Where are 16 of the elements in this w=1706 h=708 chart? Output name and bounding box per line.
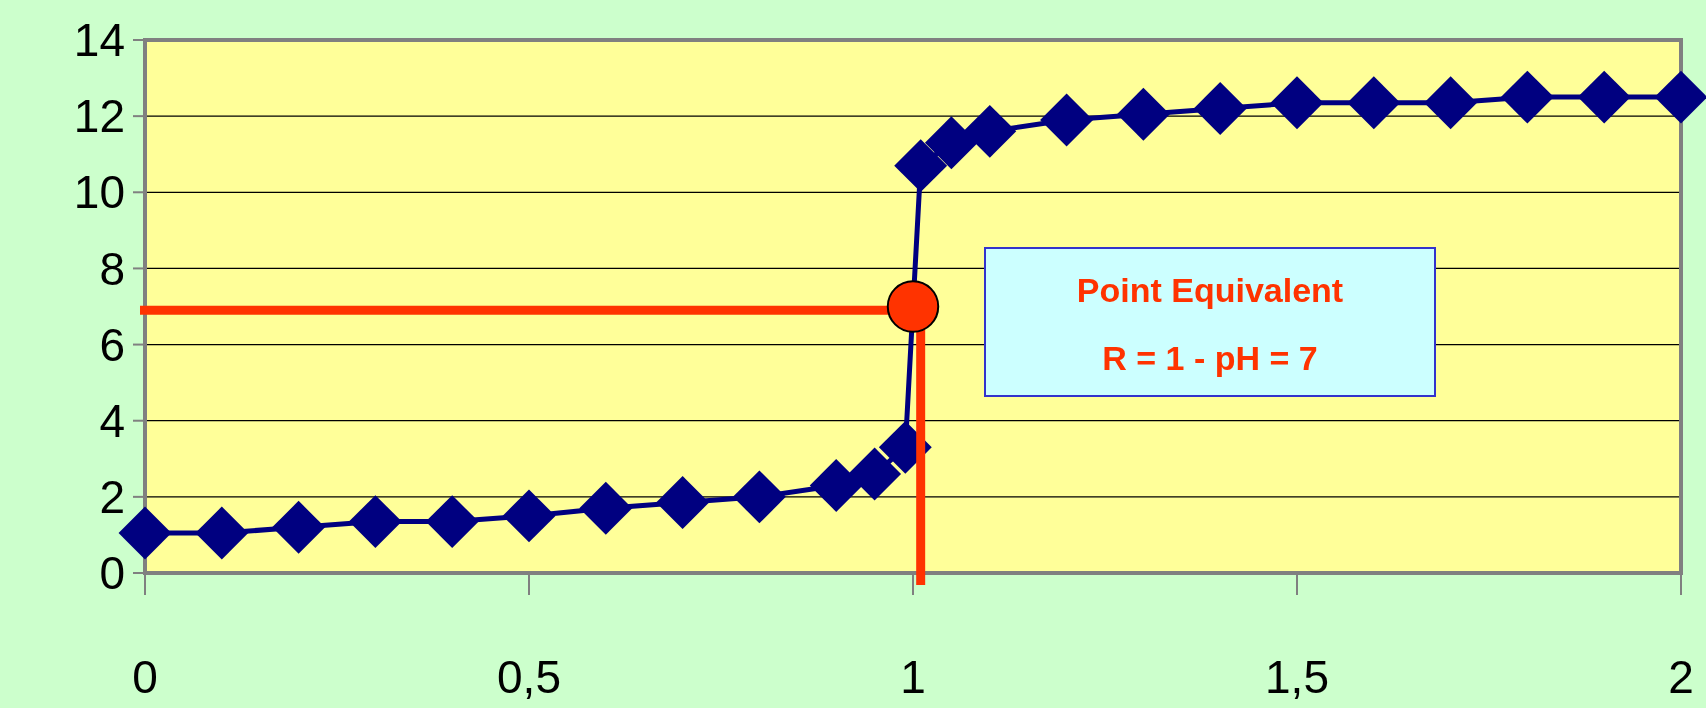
annotation: Point Equivalent: [1076, 270, 1344, 309]
annotation: R = 1 - pH = 7: [1102, 338, 1318, 377]
x-tick-label: 2: [1668, 651, 1694, 703]
y-tick-label: 8: [99, 242, 125, 295]
y-tick-label: 12: [73, 90, 125, 143]
x-tick-label: 0: [132, 651, 158, 703]
y-tick-label: 10: [73, 166, 125, 219]
y-tick-label: 2: [99, 470, 125, 523]
x-tick-label: 1: [900, 651, 926, 703]
y-tick-label: 0: [99, 547, 125, 600]
y-tick-label: 6: [99, 318, 125, 371]
x-tick-label: 0,5: [497, 651, 561, 703]
y-tick-label: 14: [73, 14, 125, 67]
annotation-box: Point Equivalent R = 1 - pH = 7: [984, 247, 1436, 397]
x-tick-label: 1,5: [1265, 651, 1329, 703]
y-tick-label: 4: [99, 394, 125, 447]
